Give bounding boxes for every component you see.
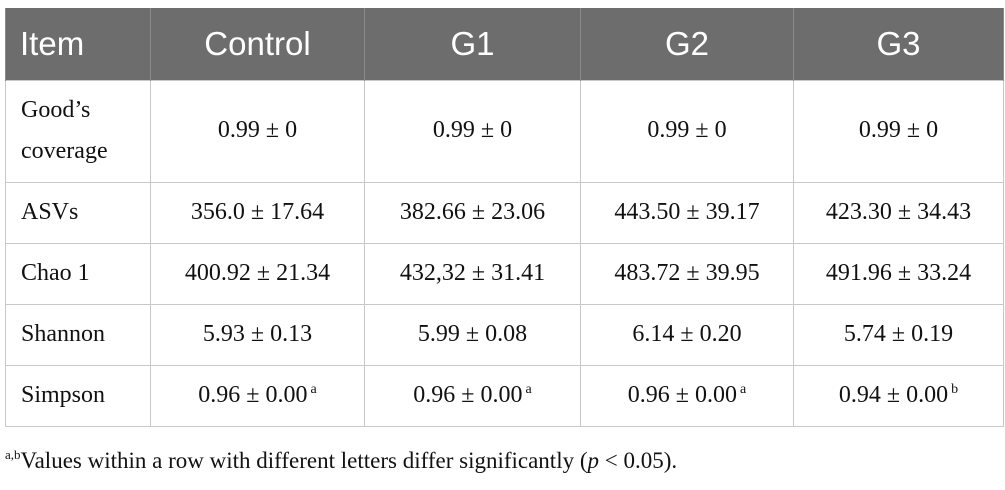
cell-value: 5.74 ± 0.19 [843,320,954,347]
row-label: Shannon [5,303,151,366]
header-cell-control: Control [150,8,365,80]
cell-value: 0.96 ± 0.00 [198,381,308,408]
table-row: Good’s coverage 0.99 ± 0 0.99 ± 0 0.99 ± 0 0.… [5,79,1004,183]
cell-value: 6.14 ± 0.20 [632,320,742,347]
footnote-superscript: a,b [5,447,21,462]
footnote-text-after: < 0.05). [599,448,678,473]
data-table: Item Control G1 G2 G3 Good’s coverage 0.99… [5,8,1004,427]
significance-letter: a [525,381,532,397]
row-label: Good’s coverage [5,79,151,183]
significance-letter: b [951,381,959,397]
cell-value: 443.50 ± 39.17 [614,198,760,225]
value-cell: 5.93 ± 0.13 [150,303,365,366]
cell-value: 0.96 ± 0.00 [627,381,737,408]
significance-letter: a [310,381,317,397]
value-cell: 356.0 ± 17.64 [150,181,365,244]
row-label: Simpson [5,364,151,427]
value-cell: 0.99 ± 0 [793,79,1004,183]
value-cell: 0.96 ± 0.00 a [580,364,794,427]
cell-value: 0.99 ± 0 [647,117,727,144]
table-row: Simpson 0.96 ± 0.00 a 0.96 ± 0.00 a 0.96 ± 0.… [5,364,1004,427]
row-label: Chao 1 [5,242,151,305]
row-label-line: coverage [21,138,108,164]
footnote-text-before: Values within a row with different lette… [20,448,588,473]
value-cell: 5.74 ± 0.19 [793,303,1004,366]
value-cell: 491.96 ± 33.24 [793,242,1004,305]
value-cell: 0.96 ± 0.00 a [364,364,581,427]
value-cell: 483.72 ± 39.95 [580,242,794,305]
value-cell: 432,32 ± 31.41 [364,242,581,305]
value-cell: 0.99 ± 0 [580,79,794,183]
row-label-line: Good’s [21,97,91,124]
value-cell: 382.66 ± 23.06 [364,181,581,244]
cell-value: 356.0 ± 17.64 [190,198,325,225]
cell-value: 382.66 ± 23.06 [399,198,546,225]
cell-value: 0.99 ± 0 [217,117,298,144]
value-cell: 423.30 ± 34.43 [793,181,1004,244]
row-label: ASVs [5,181,151,244]
cell-value: 423.30 ± 34.43 [825,198,972,225]
value-cell: 400.92 ± 21.34 [150,242,365,305]
significance-letter: a [739,381,747,397]
header-row: Item Control G1 G2 G3 [5,8,1004,80]
table-body: Good’s coverage 0.99 ± 0 0.99 ± 0 0.99 ± 0 0.… [5,79,1004,427]
header-cell-g1: G1 [364,8,581,80]
table-row: Chao 1 400.92 ± 21.34 432,32 ± 31.41 483.72… [5,242,1004,305]
value-cell: 0.94 ± 0.00 b [793,364,1004,427]
cell-value: 0.99 ± 0 [432,117,513,144]
header-cell-g3: G3 [793,8,1004,80]
cell-value: 0.94 ± 0.00 [838,381,949,408]
cell-value: 0.99 ± 0 [858,117,939,144]
cell-value: 400.92 ± 21.34 [184,259,331,286]
table-row: Shannon 5.93 ± 0.13 5.99 ± 0.08 6.14 ± 0.20… [5,303,1004,366]
value-cell: 0.96 ± 0.00 a [150,364,365,427]
cell-value: 491.96 ± 33.24 [825,259,972,286]
cell-value: 483.72 ± 39.95 [614,259,760,286]
cell-value: 432,32 ± 31.41 [399,259,546,286]
value-cell: 443.50 ± 39.17 [580,181,794,244]
cell-value: 0.96 ± 0.00 [413,381,523,408]
footnote-p-symbol: p [587,448,600,473]
value-cell: 0.99 ± 0 [150,79,365,183]
table-row: ASVs 356.0 ± 17.64 382.66 ± 23.06 443.50 ± … [5,181,1004,244]
header-cell-g2: G2 [580,8,794,80]
value-cell: 6.14 ± 0.20 [580,303,794,366]
value-cell: 0.99 ± 0 [364,79,581,183]
cell-value: 5.99 ± 0.08 [417,320,528,347]
value-cell: 5.99 ± 0.08 [364,303,581,366]
header-cell-item: Item [5,8,151,80]
cell-value: 5.93 ± 0.13 [202,320,313,347]
table-footnote: a,bValues within a row with different le… [5,448,677,474]
